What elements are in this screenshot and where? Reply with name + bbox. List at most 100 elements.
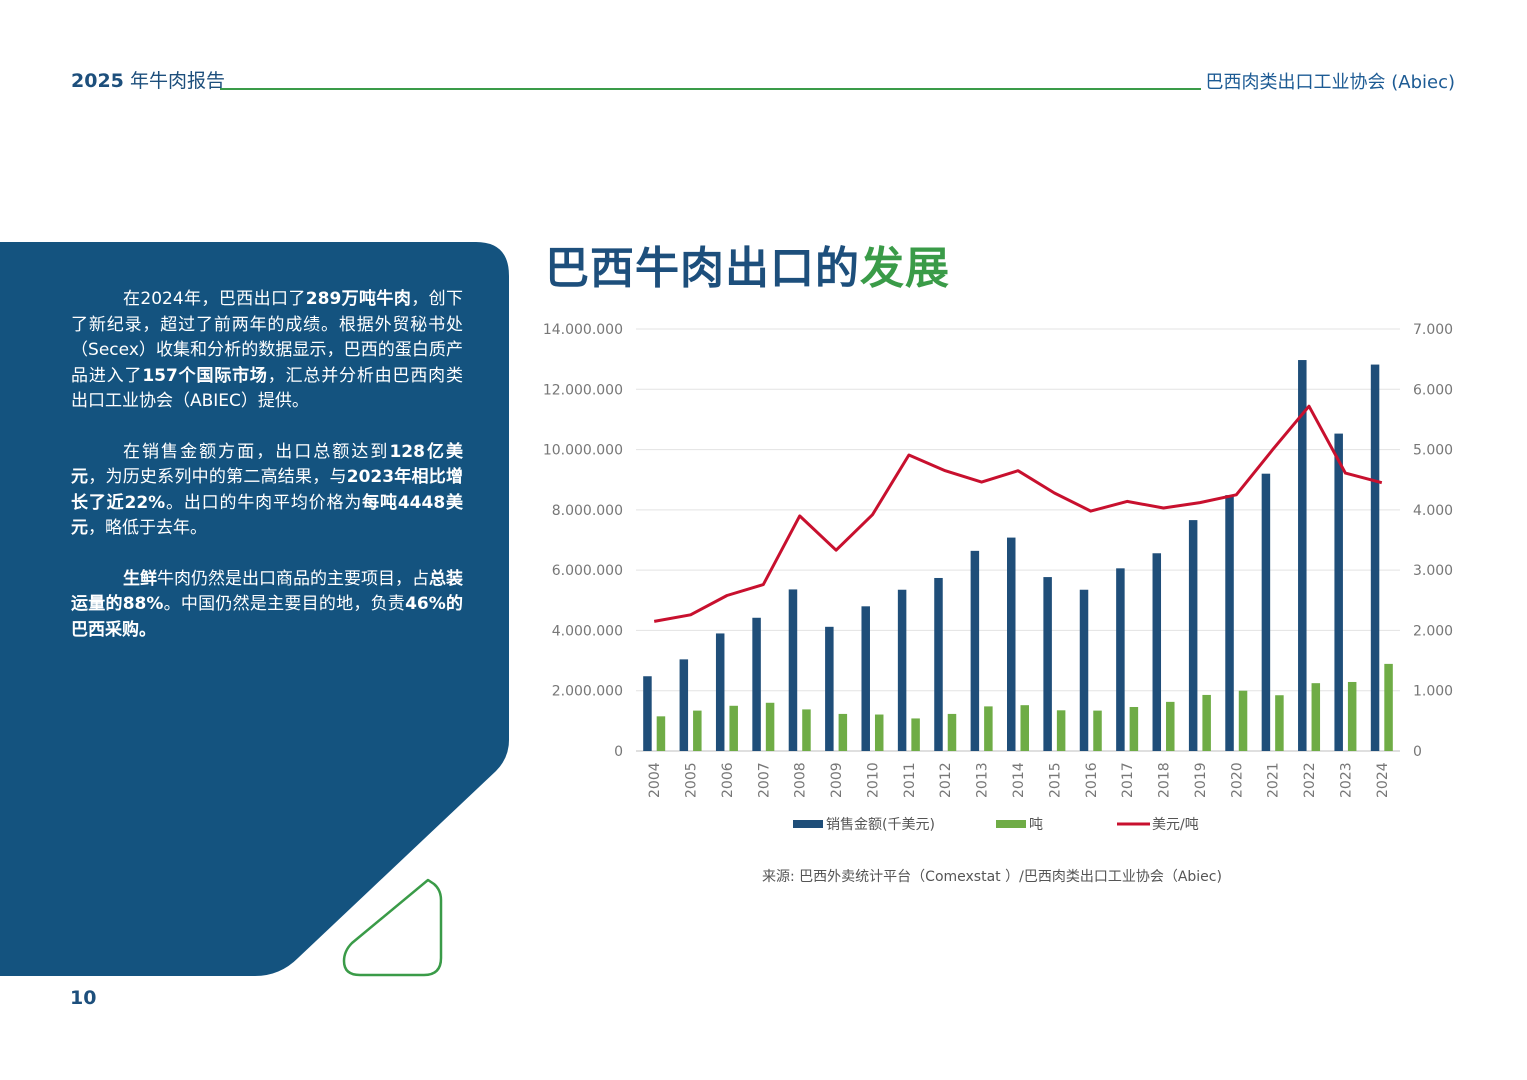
bar-sales-value: [970, 550, 980, 751]
x-axis-tick-label: 2010: [865, 762, 881, 798]
highlight-text: 生鲜: [123, 568, 157, 589]
x-axis-tick-label: 2020: [1229, 762, 1245, 798]
right-axis-tick-label: 0: [1413, 744, 1422, 760]
right-axis-tick-label: 5.000: [1413, 443, 1453, 459]
chart-title-accent: 发展: [860, 243, 950, 294]
bar-sales-value: [788, 589, 798, 751]
bar-tons: [1275, 695, 1284, 751]
bar-tons: [838, 713, 848, 751]
x-axis-tick-label: 2018: [1157, 762, 1173, 798]
left-axis-tick-label: 12.000.000: [543, 382, 623, 398]
left-axis-tick-label: 6.000.000: [552, 563, 623, 579]
bar-tons: [1166, 701, 1175, 751]
x-axis-tick-label: 2008: [793, 762, 809, 798]
header-divider: [220, 88, 1201, 90]
x-axis-tick-label: 2019: [1193, 762, 1209, 798]
text-run: 。出口的牛肉平均价格为: [165, 492, 363, 513]
right-axis-tick-label: 7.000: [1413, 322, 1453, 338]
legend-swatch-tons: [996, 820, 1026, 828]
side-panel-background: [0, 242, 509, 976]
bar-tons: [693, 710, 702, 751]
left-axis-tick-label: 4.000.000: [552, 623, 623, 639]
bar-sales-value: [715, 633, 725, 751]
summary-text: 在2024年，巴西出口了289万吨牛肉，创下了新纪录，超过了前两年的成绩。根据外…: [71, 287, 463, 668]
bar-sales-value: [679, 659, 689, 751]
legend-label-tons: 吨: [1029, 817, 1043, 833]
legend-swatch-sales-value: [793, 820, 823, 828]
left-axis-tick-label: 0: [614, 744, 623, 760]
bar-tons: [947, 713, 957, 751]
bar-tons: [1347, 681, 1357, 751]
org-name: 巴西肉类出口工业协会 (Abiec): [1205, 72, 1455, 93]
bar-sales-value: [825, 626, 834, 751]
chart-title: 巴西牛肉出口的发展: [545, 232, 950, 296]
bar-tons: [656, 716, 666, 751]
x-axis-tick-label: 2007: [756, 762, 772, 798]
bar-tons: [1129, 706, 1139, 751]
summary-paragraph-2: 在销售金额方面，出口总额达到128亿美元，为历史系列中的第二高结果，与2023年…: [71, 440, 463, 542]
right-axis-tick-label: 3.000: [1413, 563, 1453, 579]
bar-sales-value: [1043, 577, 1052, 751]
bar-sales-value: [1370, 364, 1380, 751]
bar-tons: [911, 718, 920, 751]
text-run: 在2024年，巴西出口了: [123, 289, 306, 309]
report-name: 年牛肉报告: [129, 70, 225, 92]
x-axis-tick-label: 2009: [829, 762, 845, 798]
bar-tons: [729, 705, 738, 751]
bar-sales-value: [643, 676, 652, 751]
bar-tons: [1056, 710, 1066, 751]
bar-tons: [1020, 705, 1029, 751]
x-axis-tick-label: 2005: [684, 762, 700, 798]
bar-sales-value: [1007, 537, 1016, 751]
x-axis-tick-label: 2004: [647, 762, 663, 798]
bar-sales-value: [1152, 553, 1162, 751]
bar-sales-value: [1261, 473, 1271, 751]
bar-sales-value: [1188, 520, 1198, 751]
x-axis-tick-label: 2022: [1302, 762, 1318, 798]
bar-sales-value: [861, 606, 870, 751]
report-year: 2025: [71, 70, 124, 92]
summary-paragraph-1: 在2024年，巴西出口了289万吨牛肉，创下了新纪录，超过了前两年的成绩。根据外…: [71, 287, 463, 415]
bar-sales-value: [934, 577, 943, 751]
left-axis-tick-label: 10.000.000: [543, 443, 623, 459]
highlight-text: 157个国际市场: [142, 365, 268, 386]
chart-title-main: 巴西牛肉出口的: [545, 243, 860, 294]
text-run: 。中国仍然是主要目的地，负责: [163, 594, 406, 614]
x-axis-tick-label: 2013: [975, 762, 991, 798]
decorative-triangle-outline: [342, 878, 443, 977]
bar-sales-value: [1334, 433, 1343, 751]
x-axis-tick-label: 2023: [1338, 762, 1354, 798]
text-run: ，略低于去年。: [88, 518, 207, 538]
x-axis-tick-label: 2015: [1047, 762, 1063, 798]
x-axis-tick-label: 2016: [1084, 762, 1100, 798]
bar-tons: [874, 714, 884, 751]
highlight-text: 每吨4448美元: [71, 492, 463, 539]
x-axis-tick-label: 2021: [1266, 762, 1282, 798]
bar-tons: [1202, 694, 1211, 751]
bar-tons: [984, 706, 993, 751]
text-run: ，创下了新纪录，超过了前两年的成绩。根据外贸秘书处（Secex）收集和分析的数据…: [71, 289, 463, 386]
text-run: 牛肉仍然是出口商品的主要项目，占: [157, 568, 429, 589]
bar-tons: [765, 702, 775, 751]
text-run: ，为历史系列中的第二高结果，与: [88, 467, 347, 487]
bar-tons: [802, 709, 811, 751]
x-axis-tick-label: 2012: [938, 762, 954, 798]
legend-label-price: 美元/吨: [1152, 817, 1199, 833]
text-run: 在销售金额方面，出口总额达到: [123, 441, 390, 462]
x-axis-tick-label: 2017: [1120, 762, 1136, 798]
right-axis-tick-label: 6.000: [1413, 382, 1453, 398]
x-axis-tick-label: 2011: [902, 762, 918, 798]
right-axis-tick-label: 2.000: [1413, 623, 1453, 639]
left-axis-tick-label: 14.000.000: [543, 322, 623, 338]
right-axis-tick-label: 4.000: [1413, 503, 1453, 519]
bar-tons: [1093, 710, 1102, 751]
bar-sales-value: [1225, 495, 1234, 751]
bar-sales-value: [1079, 589, 1089, 751]
highlight-text: 289万吨牛肉: [305, 289, 412, 309]
bar-tons: [1384, 663, 1393, 751]
x-axis-tick-label: 2024: [1375, 762, 1391, 798]
line-price-per-ton: [653, 404, 1383, 623]
bar-sales-value: [1116, 568, 1125, 751]
